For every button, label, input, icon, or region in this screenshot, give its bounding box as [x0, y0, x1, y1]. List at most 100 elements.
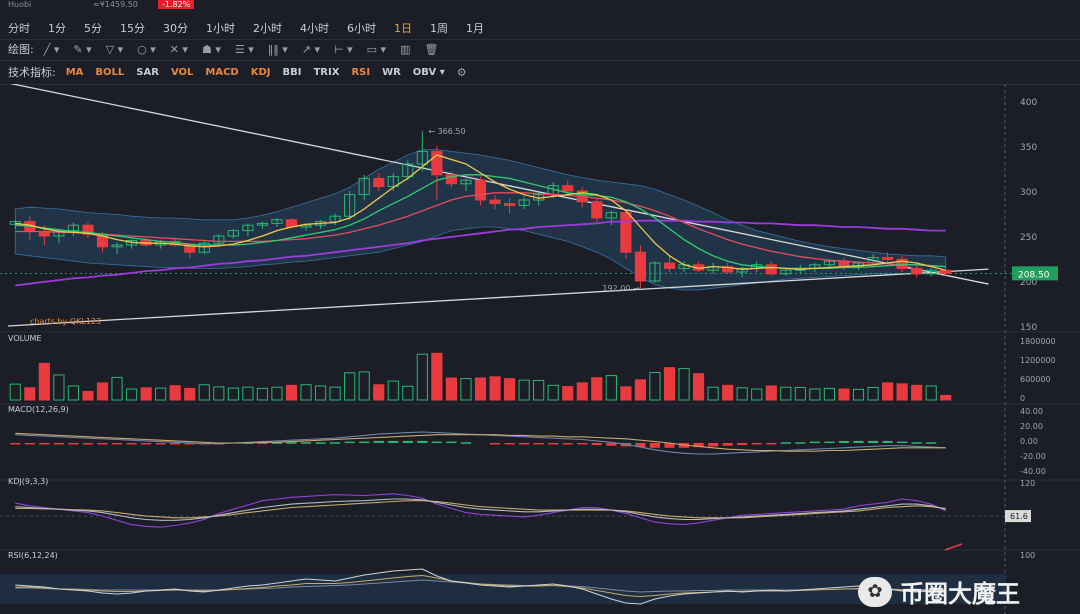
- timeframe-7[interactable]: 4小时: [300, 22, 329, 35]
- volume-bar: [692, 373, 705, 401]
- y-tick-volume: 600000: [1020, 375, 1051, 384]
- macd-hist-bar: [53, 442, 64, 445]
- timeframe-5[interactable]: 1小时: [206, 22, 235, 35]
- indicator-bbi[interactable]: BBI: [282, 66, 302, 78]
- y-tick-main: 250: [1020, 233, 1037, 243]
- cross-icon[interactable]: ✕ ▾: [169, 42, 188, 56]
- high-label: ← 366.50: [428, 127, 465, 136]
- y-tick-kdj: 100: [1020, 551, 1035, 560]
- macd-hist-bar: [737, 442, 748, 446]
- macd-hist-bar: [330, 442, 341, 444]
- candle: [416, 150, 428, 165]
- macd-hist-bar: [417, 440, 428, 443]
- indicator-sar[interactable]: SAR: [136, 66, 159, 78]
- range-icon[interactable]: ⊢ ▾: [334, 42, 353, 56]
- gear-icon[interactable]: ⚙: [456, 65, 467, 79]
- volume-bar: [911, 384, 923, 401]
- y-tick-volume: 1200000: [1020, 356, 1056, 365]
- timeframe-9[interactable]: 1日: [394, 22, 412, 35]
- kdj-j-line: [15, 493, 946, 528]
- watermark: ✿ 币圈大魔王: [858, 574, 1020, 609]
- line-icon[interactable]: ╱ ▾: [43, 42, 60, 56]
- volume-bar: [794, 386, 806, 401]
- candle: [780, 269, 792, 275]
- candle: [474, 179, 487, 201]
- candle: [242, 224, 254, 232]
- macd-hist-bar: [548, 442, 559, 445]
- indicator-obv[interactable]: OBV ▾: [412, 66, 445, 78]
- indicator-trix[interactable]: TRIX: [313, 66, 340, 78]
- volume-bar: [285, 384, 298, 401]
- volume-bar: [67, 385, 80, 401]
- rsi6-line: [15, 568, 946, 605]
- indicator-macd[interactable]: MACD: [205, 66, 239, 78]
- comment-icon[interactable]: ▭ ▾: [366, 42, 387, 56]
- macd-hist-bar: [344, 441, 355, 444]
- price-cny: ≈¥1459.50: [93, 0, 138, 9]
- y-tick-macd: -40.00: [1020, 467, 1046, 476]
- volume-bar: [373, 384, 385, 401]
- indicator-vol[interactable]: VOL: [170, 66, 194, 78]
- indicator-boll[interactable]: BOLL: [95, 66, 125, 78]
- volume-bar: [111, 376, 123, 401]
- timeframe-bar: 分时 1分 5分 15分 30分 1小时 2小时 4小时 6小时 1日 1周 1月: [0, 18, 1080, 38]
- drawing-label: 绘图:: [8, 43, 34, 56]
- timeframe-4[interactable]: 30分: [163, 22, 188, 35]
- volume-bar: [547, 384, 559, 401]
- macd-hist-bar: [111, 442, 123, 445]
- candle: [213, 235, 225, 244]
- price-chart[interactable]: 150 200 250 300 350 400 ← 366.50 192.00 → 208.50…: [0, 84, 1080, 614]
- timeframe-11[interactable]: 1月: [466, 22, 484, 35]
- indicator-rsi[interactable]: RSI: [351, 66, 371, 78]
- timeframe-6[interactable]: 2小时: [253, 22, 282, 35]
- macd-label: MACD(12,26,9): [8, 405, 69, 414]
- shape-icon[interactable]: ☗ ▾: [201, 42, 221, 56]
- triangle-icon[interactable]: ▽ ▾: [105, 42, 124, 56]
- y-tick-main: 350: [1020, 143, 1037, 153]
- macd-hist-bar: [504, 442, 515, 445]
- indicator-kdj[interactable]: KDJ: [250, 66, 271, 78]
- candle: [67, 224, 80, 232]
- timeframe-8[interactable]: 6小时: [347, 22, 376, 35]
- indicator-label: 技术指标:: [8, 66, 56, 79]
- candle: [765, 264, 777, 275]
- timeframe-1[interactable]: 1分: [48, 22, 66, 35]
- indicator-wr[interactable]: WR: [382, 66, 401, 78]
- timeframe-3[interactable]: 15分: [120, 22, 145, 35]
- list-icon[interactable]: ☰ ▾: [234, 42, 254, 56]
- macd-hist-bar: [838, 440, 850, 443]
- volume-bar: [722, 384, 734, 401]
- drawing-toolbar: 绘图: ╱ ▾ ✎ ▾ ▽ ▾ ○ ▾ ✕ ▾ ☗ ▾ ☰ ▾ ‖‖ ▾ ↗ ▾ ⊢ ▾ ▭ ▾ ▥ 🗑: [0, 40, 1080, 58]
- candle: [649, 262, 661, 282]
- timeframe-2[interactable]: 5分: [84, 22, 102, 35]
- macd-hist-bar: [24, 442, 35, 445]
- exchange-name: Huobi: [8, 0, 32, 9]
- volume-bar: [184, 387, 196, 401]
- y-tick-main: 400: [1020, 98, 1037, 108]
- timeframe-10[interactable]: 1周: [430, 22, 448, 35]
- circle-icon[interactable]: ○ ▾: [137, 42, 156, 56]
- macd-dea-line: [15, 432, 946, 452]
- volume-bar: [751, 388, 763, 401]
- arrow-icon[interactable]: ↗ ▾: [301, 42, 321, 56]
- trash-icon[interactable]: 🗑: [424, 42, 439, 56]
- volume-bar: [591, 377, 603, 401]
- kdj-d-line: [15, 500, 946, 519]
- chart-icon[interactable]: ▥: [400, 42, 411, 56]
- macd-hist-bar: [315, 442, 326, 444]
- volume-bar: [256, 387, 269, 401]
- indicator-ma[interactable]: MA: [65, 66, 84, 78]
- volume-bar: [925, 385, 937, 401]
- candle: [329, 215, 341, 223]
- macd-hist-bar: [286, 442, 297, 444]
- volume-bar: [940, 394, 952, 401]
- macd-hist-bar: [867, 440, 879, 443]
- macd-hist-bar: [897, 441, 908, 444]
- bars-icon[interactable]: ‖‖ ▾: [267, 42, 288, 56]
- pen-icon[interactable]: ✎ ▾: [73, 42, 92, 56]
- macd-hist-bar: [562, 442, 573, 445]
- volume-bar: [402, 385, 414, 401]
- macd-hist-bar: [853, 440, 864, 443]
- timeframe-0[interactable]: 分时: [8, 22, 30, 35]
- macd-hist-bar: [577, 442, 588, 445]
